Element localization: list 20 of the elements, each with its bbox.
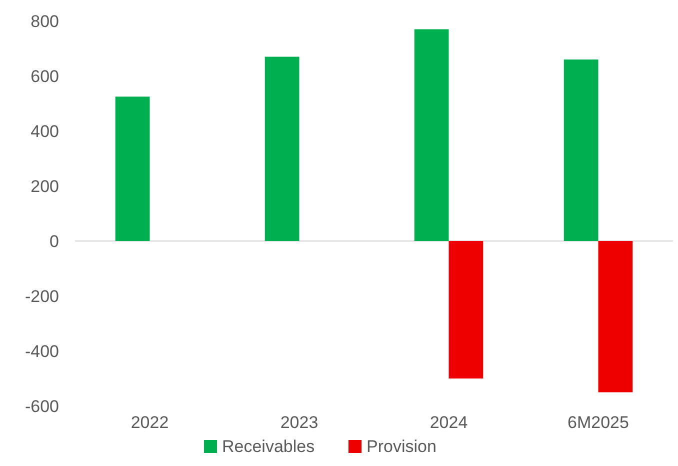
y-tick-label: -400 bbox=[24, 342, 59, 361]
x-tick-label: 6M2025 bbox=[568, 413, 629, 432]
bar bbox=[564, 60, 598, 241]
y-tick-label: 200 bbox=[30, 176, 59, 196]
x-tick-label: 2024 bbox=[430, 413, 468, 432]
x-tick-label: 2023 bbox=[280, 413, 318, 432]
bar bbox=[264, 56, 300, 241]
bar bbox=[598, 241, 633, 392]
y-tick-label: 800 bbox=[30, 12, 59, 31]
bar bbox=[414, 29, 449, 241]
legend-label: Receivables bbox=[222, 437, 315, 456]
y-tick-label: 400 bbox=[30, 122, 59, 141]
y-tick-label: 0 bbox=[50, 232, 59, 251]
y-tick-label: -600 bbox=[24, 396, 59, 416]
y-tick-label: -200 bbox=[24, 286, 59, 306]
bar bbox=[115, 96, 150, 241]
y-tick-label: 600 bbox=[30, 66, 59, 86]
bar bbox=[448, 241, 484, 378]
x-tick-label: 2022 bbox=[130, 413, 169, 432]
legend-label: Provision bbox=[366, 437, 436, 456]
